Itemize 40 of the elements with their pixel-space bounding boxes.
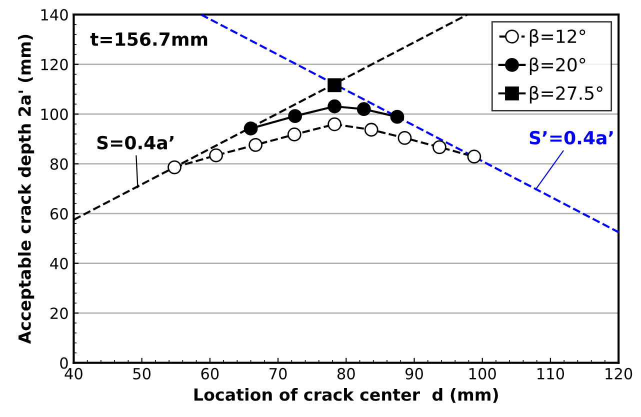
x-tick-label: 80 [337, 368, 355, 380]
x-tick-label: 40 [64, 368, 82, 380]
y-tick-label: 140 [41, 9, 68, 21]
y-tick-label: 0 [60, 357, 68, 369]
annotation: t=156.7mm [90, 32, 208, 46]
x-tick-label: 60 [201, 368, 219, 380]
x-tick-label: 110 [538, 368, 564, 380]
legend-label: β=27.5° [530, 86, 602, 104]
x-axis-title: Location of crack center d (mm) [194, 388, 498, 403]
legend-label: β=12° [530, 29, 586, 47]
y-tick-label: 60 [50, 208, 68, 220]
point [248, 138, 263, 152]
point [168, 160, 182, 174]
y-tick-label: 80 [50, 158, 68, 170]
point [467, 150, 482, 164]
y-axis-title: Acceptable crack depth 2a' (mm) [18, 34, 34, 344]
point [432, 140, 446, 154]
x-tick-label: 50 [133, 368, 151, 380]
x-tick-label: 120 [606, 368, 632, 380]
point [288, 109, 302, 124]
y-tick-label: 40 [50, 258, 68, 270]
x-tick-label: 100 [469, 368, 496, 380]
legend-label: β=20° [530, 57, 586, 76]
annotation: S’=0.4a’ [530, 130, 613, 145]
point [328, 78, 342, 92]
point [209, 148, 223, 162]
point [328, 117, 342, 132]
point [356, 102, 371, 116]
y-tick-label: 120 [41, 58, 68, 70]
point [287, 128, 302, 142]
point [244, 122, 258, 136]
y-tick-label: 100 [41, 108, 68, 120]
point [328, 99, 342, 114]
x-tick-label: 90 [405, 368, 423, 380]
point [364, 122, 378, 137]
y-tick-label: 20 [50, 308, 68, 320]
annotation: S=0.4a’ [97, 136, 174, 150]
x-tick-label: 70 [270, 368, 287, 380]
point [390, 110, 404, 124]
point [398, 131, 412, 145]
